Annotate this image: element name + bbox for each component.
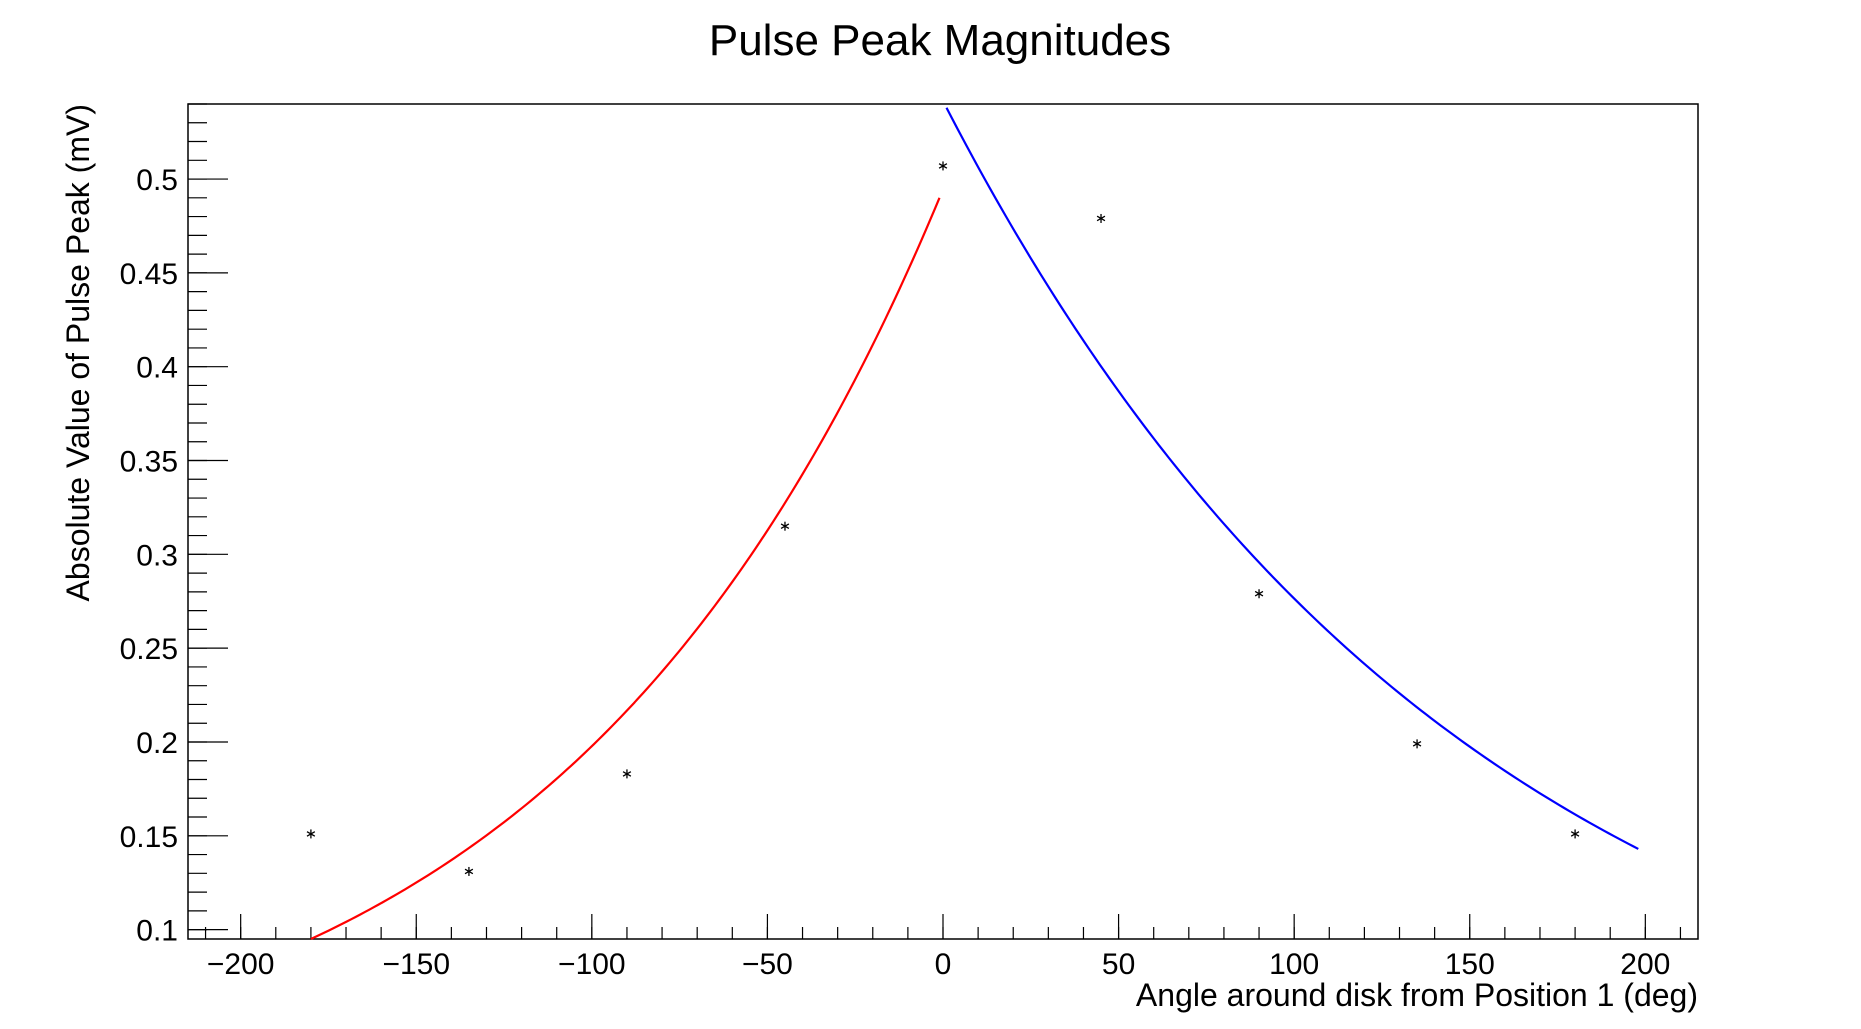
data-point <box>464 866 474 876</box>
fit-curves <box>310 107 1639 940</box>
y-tick-label: 0.35 <box>120 446 178 479</box>
x-tick-label: −150 <box>382 948 450 981</box>
x-tick-label: −100 <box>558 948 626 981</box>
plot-frame <box>187 103 1699 940</box>
x-tick-label: −200 <box>207 948 275 981</box>
x-tick-label: 150 <box>1445 948 1495 981</box>
x-tick-label: 0 <box>935 948 952 981</box>
y-axis: 0.1 0.15 0.2 0.25 0.3 0.35 0.4 0.45 0.5 <box>120 103 228 948</box>
x-tick-label: 200 <box>1620 948 1670 981</box>
x-tick-label: 50 <box>1102 948 1135 981</box>
x-tick-label: 100 <box>1269 948 1319 981</box>
data-point <box>306 829 316 839</box>
x-axis: −200 −150 −100 −50 0 50 100 150 200 <box>204 914 1682 981</box>
red-fit-curve <box>310 197 941 940</box>
x-axis-label: Angle around disk from Position 1 (deg) <box>1136 977 1698 1013</box>
data-point <box>622 769 632 779</box>
x-tick-label: −50 <box>742 948 793 981</box>
data-point <box>1096 213 1106 223</box>
data-point <box>1254 589 1264 599</box>
data-point <box>938 161 948 171</box>
y-tick-label: 0.4 <box>136 352 178 385</box>
data-point <box>780 521 790 531</box>
chart-title: Pulse Peak Magnitudes <box>709 16 1171 65</box>
blue-fit-curve <box>945 107 1639 850</box>
data-point <box>1412 739 1422 749</box>
data-point <box>1570 829 1580 839</box>
y-tick-label: 0.15 <box>120 821 178 854</box>
y-tick-label: 0.1 <box>136 915 178 948</box>
y-tick-label: 0.5 <box>136 164 178 197</box>
y-axis-label: Absolute Value of Pulse Peak (mV) <box>60 104 96 601</box>
data-points <box>306 161 1580 876</box>
y-tick-label: 0.2 <box>136 727 178 760</box>
y-tick-label: 0.3 <box>136 539 178 572</box>
y-tick-label: 0.25 <box>120 633 178 666</box>
y-tick-label: 0.45 <box>120 258 178 291</box>
